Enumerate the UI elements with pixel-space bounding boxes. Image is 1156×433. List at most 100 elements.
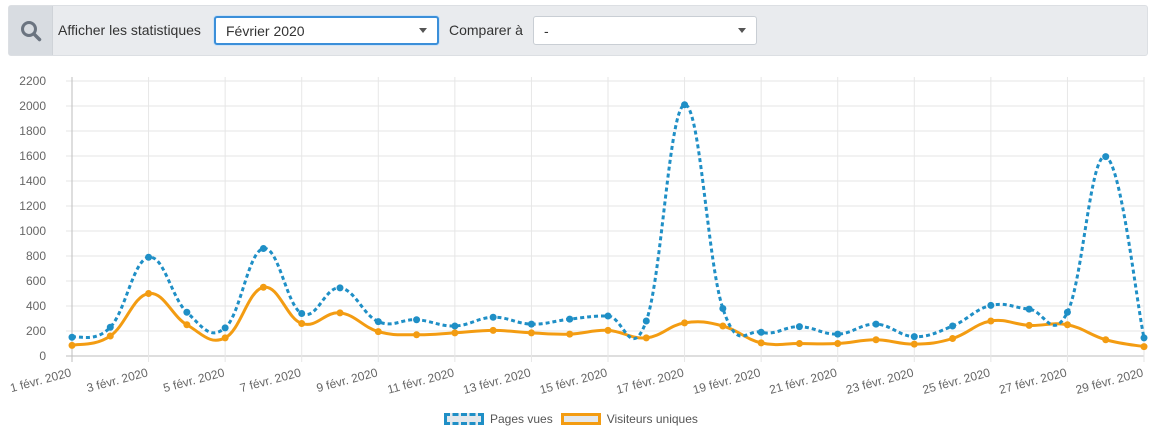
data-point[interactable] bbox=[757, 328, 765, 336]
data-point[interactable] bbox=[910, 333, 918, 341]
data-point[interactable] bbox=[259, 245, 267, 252]
data-point[interactable] bbox=[451, 329, 459, 337]
x-tick-label: 5 févr. 2020 bbox=[162, 365, 227, 395]
data-point[interactable] bbox=[795, 340, 803, 347]
data-point[interactable] bbox=[527, 320, 535, 328]
data-point[interactable] bbox=[681, 319, 689, 327]
legend-swatch-pages bbox=[444, 413, 484, 425]
data-point[interactable] bbox=[527, 329, 535, 337]
data-point[interactable] bbox=[872, 320, 880, 328]
search-button[interactable] bbox=[9, 6, 53, 55]
x-tick-label: 3 févr. 2020 bbox=[85, 365, 150, 395]
show-stats-label: Afficher les statistiques bbox=[58, 22, 201, 38]
data-point[interactable] bbox=[183, 308, 191, 316]
y-tick-label: 1400 bbox=[19, 174, 46, 188]
y-tick-label: 200 bbox=[26, 324, 46, 338]
data-point[interactable] bbox=[566, 330, 574, 338]
data-point[interactable] bbox=[719, 322, 727, 330]
data-point[interactable] bbox=[413, 331, 421, 339]
period-select-value: Février 2020 bbox=[226, 22, 305, 39]
data-point[interactable] bbox=[642, 334, 650, 342]
data-point[interactable] bbox=[719, 305, 727, 312]
data-point[interactable] bbox=[1025, 305, 1033, 313]
compare-select-value: - bbox=[544, 22, 549, 39]
x-tick-label: 7 févr. 2020 bbox=[238, 365, 303, 395]
x-tick-label: 29 févr. 2020 bbox=[1074, 365, 1145, 397]
data-point[interactable] bbox=[566, 315, 574, 323]
data-point[interactable] bbox=[795, 323, 803, 331]
data-point[interactable] bbox=[106, 332, 114, 340]
legend-swatch-visitors bbox=[560, 413, 601, 425]
data-point[interactable] bbox=[1063, 308, 1071, 316]
data-point[interactable] bbox=[987, 317, 995, 325]
data-point[interactable] bbox=[604, 326, 612, 334]
data-point[interactable] bbox=[413, 316, 421, 324]
data-point[interactable] bbox=[183, 321, 191, 329]
x-tick-label: 21 févr. 2020 bbox=[768, 365, 839, 397]
data-point[interactable] bbox=[106, 323, 114, 331]
data-point[interactable] bbox=[374, 328, 382, 336]
legend-label-visitors: Visiteurs uniques bbox=[606, 412, 698, 426]
period-select[interactable]: Février 2020 bbox=[214, 16, 439, 45]
data-point[interactable] bbox=[1140, 334, 1148, 342]
data-point[interactable] bbox=[298, 310, 306, 317]
data-point[interactable] bbox=[757, 339, 765, 347]
y-tick-label: 1600 bbox=[19, 149, 46, 163]
x-tick-label: 13 févr. 2020 bbox=[462, 365, 533, 397]
data-point[interactable] bbox=[910, 340, 918, 348]
data-point[interactable] bbox=[145, 290, 153, 297]
x-tick-label: 25 févr. 2020 bbox=[921, 365, 992, 397]
data-point[interactable] bbox=[298, 320, 306, 327]
filter-bar: Afficher les statistiques Février 2020 C… bbox=[8, 5, 1148, 56]
compare-select[interactable]: - bbox=[533, 16, 757, 45]
data-point[interactable] bbox=[949, 322, 957, 330]
data-point[interactable] bbox=[1102, 153, 1110, 161]
data-point[interactable] bbox=[336, 309, 344, 317]
legend-item-visitors[interactable]: Visiteurs uniques bbox=[560, 412, 698, 426]
data-point[interactable] bbox=[145, 253, 153, 261]
data-point[interactable] bbox=[949, 335, 957, 342]
y-tick-label: 2000 bbox=[19, 99, 46, 113]
data-point[interactable] bbox=[1025, 321, 1033, 329]
x-tick-label: 23 févr. 2020 bbox=[844, 365, 915, 397]
chart-series bbox=[68, 101, 1148, 351]
data-point[interactable] bbox=[987, 301, 995, 309]
search-icon bbox=[20, 20, 41, 41]
data-point[interactable] bbox=[489, 313, 497, 321]
y-axis: 0 200 400 600 800 1000 1200 1400 1600 1800 2000 220… bbox=[19, 74, 46, 363]
y-tick-label: 1200 bbox=[19, 199, 46, 213]
x-tick-label: 1 févr. 2020 bbox=[9, 365, 74, 395]
data-point[interactable] bbox=[221, 334, 229, 342]
x-tick-label: 15 févr. 2020 bbox=[538, 365, 609, 397]
data-point[interactable] bbox=[642, 317, 650, 325]
data-point[interactable] bbox=[489, 326, 497, 334]
data-point[interactable] bbox=[374, 318, 382, 326]
compare-label: Comparer à bbox=[449, 22, 523, 38]
x-tick-label: 9 févr. 2020 bbox=[315, 365, 380, 395]
data-point[interactable] bbox=[872, 336, 880, 344]
data-point[interactable] bbox=[681, 101, 689, 109]
data-point[interactable] bbox=[834, 340, 842, 347]
chart-grid bbox=[66, 77, 1145, 362]
x-tick-label: 11 févr. 2020 bbox=[386, 365, 456, 396]
data-point[interactable] bbox=[221, 324, 229, 332]
data-point[interactable] bbox=[336, 284, 344, 292]
data-point[interactable] bbox=[834, 330, 842, 338]
y-tick-label: 1800 bbox=[19, 124, 46, 138]
data-point[interactable] bbox=[68, 341, 76, 349]
data-point[interactable] bbox=[1140, 343, 1148, 351]
y-tick-label: 0 bbox=[39, 349, 46, 363]
data-point[interactable] bbox=[259, 283, 267, 291]
x-tick-label: 27 févr. 2020 bbox=[998, 365, 1069, 397]
legend-item-pages[interactable]: Pages vues bbox=[444, 412, 553, 426]
data-point[interactable] bbox=[68, 333, 76, 341]
data-point[interactable] bbox=[451, 322, 459, 330]
chart-legend: Pages vues Visiteurs uniques bbox=[444, 412, 706, 426]
chevron-down-icon bbox=[738, 28, 746, 33]
data-point[interactable] bbox=[1102, 336, 1110, 344]
data-point[interactable] bbox=[1063, 321, 1071, 329]
data-point[interactable] bbox=[604, 312, 612, 320]
legend-label-pages: Pages vues bbox=[490, 412, 553, 426]
x-tick-label: 19 févr. 2020 bbox=[691, 365, 762, 397]
